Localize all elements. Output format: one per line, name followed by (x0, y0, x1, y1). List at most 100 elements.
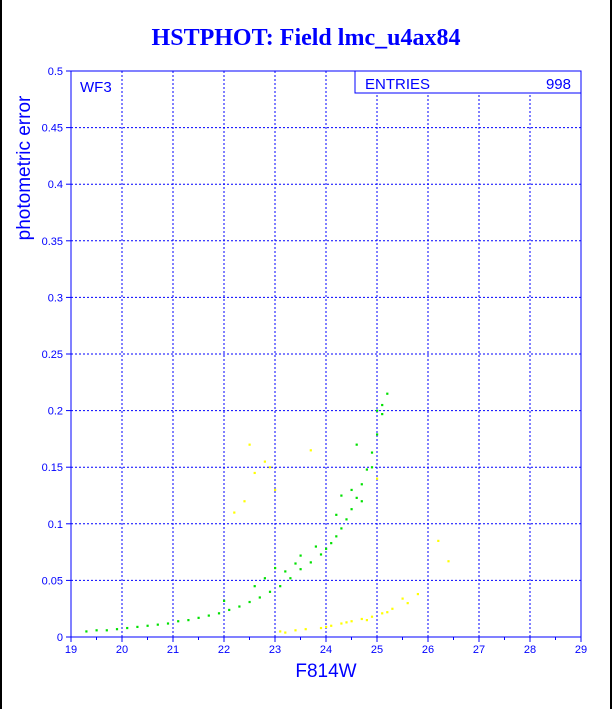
data-point (360, 500, 363, 503)
points-layer (85, 392, 450, 634)
data-point (381, 403, 384, 407)
stats-box-value: 998 (546, 76, 571, 93)
data-point (319, 553, 323, 556)
data-point (309, 449, 312, 452)
data-point (319, 626, 323, 630)
data-point (85, 630, 88, 633)
data-point (294, 629, 297, 632)
y-tick-label: 0.4 (48, 179, 63, 191)
data-point (187, 619, 190, 622)
x-tick-label: 21 (167, 644, 179, 656)
x-tick-label: 24 (320, 644, 332, 656)
stats-box-label: ENTRIES (365, 76, 430, 93)
data-point (391, 607, 394, 610)
data-point (401, 597, 404, 600)
data-point (228, 608, 231, 612)
data-point (233, 511, 236, 514)
data-point (197, 616, 200, 619)
data-point (370, 466, 374, 469)
data-point (350, 488, 353, 492)
data-point (376, 477, 379, 480)
y-tick-label: 0.5 (48, 66, 63, 78)
data-point (314, 545, 317, 548)
data-point (360, 617, 363, 621)
data-point (325, 547, 328, 550)
data-point (284, 631, 287, 634)
data-point (223, 599, 226, 602)
x-tick-label: 25 (371, 644, 383, 656)
data-point (279, 585, 282, 588)
y-axis-label: photometric error (14, 95, 35, 240)
data-point (126, 626, 129, 630)
data-point (330, 542, 333, 545)
x-tick-label: 29 (575, 644, 587, 656)
data-point (335, 535, 338, 538)
data-point (263, 577, 266, 580)
data-point (416, 592, 419, 596)
data-point (386, 392, 389, 395)
x-tick-label: 28 (524, 644, 536, 656)
ticks-layer: 19 20 21 22 23 24 25 26 27 28 29 0 0.05 0.1 0.15 0.2 0.2… (42, 66, 588, 656)
data-point (243, 500, 246, 503)
data-point (299, 554, 302, 557)
data-point (95, 629, 98, 632)
data-point (274, 566, 277, 570)
data-point (381, 612, 384, 615)
data-point (177, 620, 180, 623)
data-point (376, 433, 379, 436)
data-point (263, 460, 266, 463)
corner-label: WF3 (80, 79, 112, 96)
data-point (166, 622, 170, 625)
data-point (268, 466, 272, 469)
data-point (345, 621, 348, 624)
data-point (274, 488, 277, 492)
data-point (381, 412, 384, 416)
data-point (309, 561, 312, 564)
data-point (217, 612, 221, 615)
data-point (447, 560, 450, 563)
data-point (304, 628, 307, 631)
y-tick-label: 0.05 (42, 575, 63, 587)
data-point (386, 611, 389, 614)
data-point (248, 443, 251, 446)
y-tick-label: 0.45 (42, 123, 63, 135)
data-point (207, 614, 210, 617)
data-point (105, 629, 108, 632)
data-point (258, 596, 261, 599)
data-point (253, 585, 256, 588)
data-point (340, 494, 343, 497)
y-tick-label: 0.3 (48, 292, 63, 304)
data-point (370, 615, 374, 618)
y-tick-label: 0.2 (48, 406, 63, 418)
x-tick-label: 22 (218, 644, 230, 656)
data-point (136, 625, 139, 629)
data-point (355, 496, 358, 499)
y-tick-label: 0.15 (42, 462, 63, 474)
data-point (284, 570, 287, 573)
data-point (268, 590, 272, 593)
x-tick-label: 19 (65, 644, 77, 656)
x-tick-label: 23 (269, 644, 281, 656)
data-point (365, 468, 368, 471)
data-point (376, 409, 379, 412)
data-point (253, 471, 256, 475)
data-point (340, 527, 343, 530)
data-point (156, 623, 159, 626)
data-point (350, 508, 353, 511)
data-point (360, 483, 363, 486)
data-point (345, 518, 348, 521)
y-tick-label: 0 (57, 632, 63, 644)
y-tick-label: 0.35 (42, 236, 63, 248)
x-tick-label: 27 (473, 644, 485, 656)
data-point (330, 624, 333, 627)
left-frame-line (0, 0, 2, 709)
data-point (355, 443, 358, 446)
data-point (340, 622, 343, 625)
data-point (335, 513, 338, 516)
y-tick-label: 0.25 (42, 349, 63, 361)
data-point (350, 620, 353, 623)
data-point (437, 539, 440, 542)
y-tick-label: 0.1 (48, 519, 63, 531)
